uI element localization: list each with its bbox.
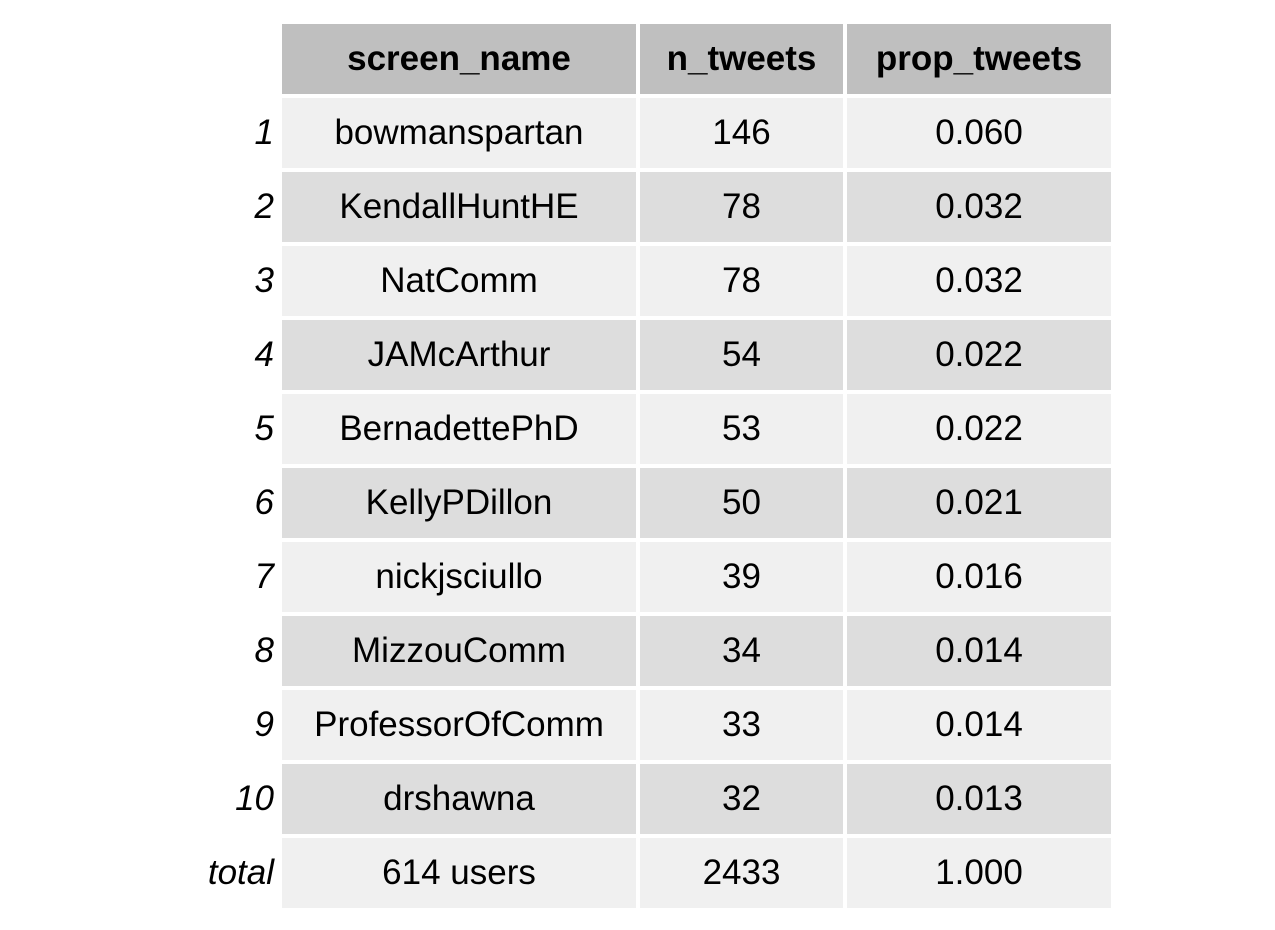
- cell-prop-tweets: 0.021: [847, 468, 1111, 538]
- cell-prop-tweets: 0.014: [847, 690, 1111, 760]
- row-label: 5: [194, 394, 278, 464]
- cell-screen-name: JAMcArthur: [282, 320, 636, 390]
- header-row: screen_name n_tweets prop_tweets: [194, 24, 1111, 94]
- cell-screen-name: drshawna: [282, 764, 636, 834]
- cell-prop-tweets: 0.022: [847, 320, 1111, 390]
- cell-prop-tweets: 0.014: [847, 616, 1111, 686]
- cell-n-tweets: 78: [640, 172, 843, 242]
- cell-screen-name: 614 users: [282, 838, 636, 908]
- cell-n-tweets: 32: [640, 764, 843, 834]
- cell-n-tweets: 33: [640, 690, 843, 760]
- row-label: 1: [194, 98, 278, 168]
- table-row: 4 JAMcArthur 54 0.022: [194, 320, 1111, 390]
- row-label: 10: [194, 764, 278, 834]
- row-label: 7: [194, 542, 278, 612]
- column-header-screen-name: screen_name: [282, 24, 636, 94]
- total-row: total 614 users 2433 1.000: [194, 838, 1111, 908]
- table-row: 9 ProfessorOfComm 33 0.014: [194, 690, 1111, 760]
- cell-screen-name: MizzouComm: [282, 616, 636, 686]
- cell-n-tweets: 146: [640, 98, 843, 168]
- table-row: 6 KellyPDillon 50 0.021: [194, 468, 1111, 538]
- cell-n-tweets: 34: [640, 616, 843, 686]
- cell-n-tweets: 39: [640, 542, 843, 612]
- corner-cell: [194, 24, 278, 94]
- cell-screen-name: KendallHuntHE: [282, 172, 636, 242]
- cell-prop-tweets: 0.016: [847, 542, 1111, 612]
- cell-screen-name: BernadettePhD: [282, 394, 636, 464]
- row-label: 3: [194, 246, 278, 316]
- cell-prop-tweets: 0.013: [847, 764, 1111, 834]
- cell-prop-tweets: 0.022: [847, 394, 1111, 464]
- row-label: 4: [194, 320, 278, 390]
- cell-screen-name: ProfessorOfComm: [282, 690, 636, 760]
- tweets-table: screen_name n_tweets prop_tweets 1 bowma…: [190, 20, 1115, 912]
- cell-screen-name: KellyPDillon: [282, 468, 636, 538]
- row-label: 6: [194, 468, 278, 538]
- tweets-table-container: screen_name n_tweets prop_tweets 1 bowma…: [190, 20, 1115, 912]
- cell-n-tweets: 54: [640, 320, 843, 390]
- table-row: 5 BernadettePhD 53 0.022: [194, 394, 1111, 464]
- row-label: total: [194, 838, 278, 908]
- table-row: 2 KendallHuntHE 78 0.032: [194, 172, 1111, 242]
- table-row: 3 NatComm 78 0.032: [194, 246, 1111, 316]
- row-label: 2: [194, 172, 278, 242]
- cell-screen-name: NatComm: [282, 246, 636, 316]
- cell-prop-tweets: 1.000: [847, 838, 1111, 908]
- table-row: 1 bowmanspartan 146 0.060: [194, 98, 1111, 168]
- cell-n-tweets: 53: [640, 394, 843, 464]
- row-label: 8: [194, 616, 278, 686]
- cell-prop-tweets: 0.032: [847, 172, 1111, 242]
- row-label: 9: [194, 690, 278, 760]
- cell-screen-name: bowmanspartan: [282, 98, 636, 168]
- table-row: 10 drshawna 32 0.013: [194, 764, 1111, 834]
- column-header-n-tweets: n_tweets: [640, 24, 843, 94]
- table-row: 7 nickjsciullo 39 0.016: [194, 542, 1111, 612]
- cell-n-tweets: 2433: [640, 838, 843, 908]
- cell-prop-tweets: 0.032: [847, 246, 1111, 316]
- table-row: 8 MizzouComm 34 0.014: [194, 616, 1111, 686]
- cell-screen-name: nickjsciullo: [282, 542, 636, 612]
- cell-n-tweets: 78: [640, 246, 843, 316]
- cell-n-tweets: 50: [640, 468, 843, 538]
- column-header-prop-tweets: prop_tweets: [847, 24, 1111, 94]
- cell-prop-tweets: 0.060: [847, 98, 1111, 168]
